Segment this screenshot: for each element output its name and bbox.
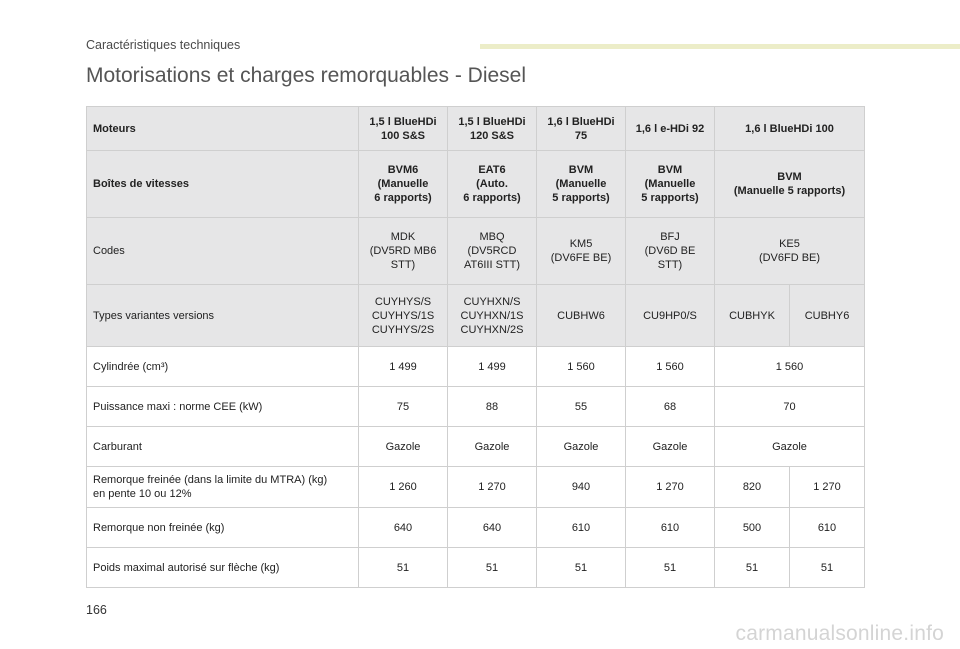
type-cell: CUBHYK: [714, 284, 790, 347]
fuel-cell: Gazole: [447, 426, 537, 467]
code-cell: BFJ (DV6D BE STT): [625, 217, 715, 285]
type-cell: CU9HP0/S: [625, 284, 715, 347]
engine-cell: 1,6 l BlueHDi 75: [536, 106, 626, 151]
unbraked-cell: 640: [358, 507, 448, 548]
gearbox-cell: BVM (Manuelle 5 rapports): [625, 150, 715, 218]
power-cell: 75: [358, 386, 448, 427]
power-cell: 70: [714, 386, 865, 427]
code-cell: KE5 (DV6FD BE): [714, 217, 865, 285]
engine-cell: 1,5 l BlueHDi 100 S&S: [358, 106, 448, 151]
table-row-gearbox: Boîtes de vitesses BVM6 (Manuelle 6 rapp…: [86, 150, 865, 218]
watermark: carmanualsonline.info: [735, 622, 944, 645]
gearbox-cell: EAT6 (Auto. 6 rapports): [447, 150, 537, 218]
displacement-cell: 1 499: [358, 346, 448, 387]
row-label-gearbox: Boîtes de vitesses: [86, 150, 359, 218]
row-label-fuel: Carburant: [86, 426, 359, 467]
row-label-hitch-weight: Poids maximal autorisé sur flèche (kg): [86, 547, 359, 588]
unbraked-cell: 500: [714, 507, 790, 548]
table-row-power: Puissance maxi : norme CEE (kW) 75 88 55…: [86, 386, 865, 427]
engine-cell: 1,5 l BlueHDi 120 S&S: [447, 106, 537, 151]
engine-cell: 1,6 l e-HDi 92: [625, 106, 715, 151]
braked-cell: 940: [536, 466, 626, 508]
power-cell: 88: [447, 386, 537, 427]
gearbox-cell: BVM (Manuelle 5 rapports): [536, 150, 626, 218]
displacement-cell: 1 560: [536, 346, 626, 387]
fuel-cell: Gazole: [536, 426, 626, 467]
row-label-codes: Codes: [86, 217, 359, 285]
table-row-engines: Moteurs 1,5 l BlueHDi 100 S&S 1,5 l Blue…: [86, 106, 865, 151]
gearbox-cell: BVM (Manuelle 5 rapports): [714, 150, 865, 218]
engine-cell: 1,6 l BlueHDi 100: [714, 106, 865, 151]
braked-cell: 1 260: [358, 466, 448, 508]
page-title: Motorisations et charges remorquables - …: [86, 64, 527, 87]
table-row-codes: Codes MDK (DV5RD MB6 STT) MBQ (DV5RCD AT…: [86, 217, 865, 285]
braked-cell: 1 270: [625, 466, 715, 508]
table-row-unbraked-trailer: Remorque non freinée (kg) 640 640 610 61…: [86, 507, 865, 548]
code-cell: MBQ (DV5RCD AT6III STT): [447, 217, 537, 285]
hitch-cell: 51: [789, 547, 865, 588]
code-cell: KM5 (DV6FE BE): [536, 217, 626, 285]
unbraked-cell: 610: [789, 507, 865, 548]
table-row-types: Types variantes versions CUYHYS/S CUYHYS…: [86, 284, 865, 347]
type-cell: CUBHW6: [536, 284, 626, 347]
hitch-cell: 51: [358, 547, 448, 588]
row-label-types: Types variantes versions: [86, 284, 359, 347]
row-label-engines: Moteurs: [86, 106, 359, 151]
unbraked-cell: 640: [447, 507, 537, 548]
type-cell: CUYHXN/S CUYHXN/1S CUYHXN/2S: [447, 284, 537, 347]
braked-cell: 1 270: [789, 466, 865, 508]
displacement-cell: 1 560: [625, 346, 715, 387]
displacement-cell: 1 560: [714, 346, 865, 387]
table-row-hitch-weight: Poids maximal autorisé sur flèche (kg) 5…: [86, 547, 865, 588]
gearbox-cell: BVM6 (Manuelle 6 rapports): [358, 150, 448, 218]
unbraked-cell: 610: [625, 507, 715, 548]
unbraked-cell: 610: [536, 507, 626, 548]
section-header: Caractéristiques techniques: [86, 38, 241, 52]
fuel-cell: Gazole: [714, 426, 865, 467]
row-label-displacement: Cylindrée (cm³): [86, 346, 359, 387]
fuel-cell: Gazole: [358, 426, 448, 467]
braked-cell: 1 270: [447, 466, 537, 508]
type-cell: CUYHYS/S CUYHYS/1S CUYHYS/2S: [358, 284, 448, 347]
header-rule: [480, 44, 960, 49]
table-row-braked-trailer: Remorque freinée (dans la limite du MTRA…: [86, 466, 865, 508]
engine-spec-table: Moteurs 1,5 l BlueHDi 100 S&S 1,5 l Blue…: [86, 106, 865, 588]
hitch-cell: 51: [714, 547, 790, 588]
row-label-unbraked-trailer: Remorque non freinée (kg): [86, 507, 359, 548]
fuel-cell: Gazole: [625, 426, 715, 467]
hitch-cell: 51: [536, 547, 626, 588]
table-row-fuel: Carburant Gazole Gazole Gazole Gazole Ga…: [86, 426, 865, 467]
code-cell: MDK (DV5RD MB6 STT): [358, 217, 448, 285]
power-cell: 68: [625, 386, 715, 427]
hitch-cell: 51: [625, 547, 715, 588]
page-number: 166: [86, 603, 107, 617]
power-cell: 55: [536, 386, 626, 427]
braked-cell: 820: [714, 466, 790, 508]
type-cell: CUBHY6: [789, 284, 865, 347]
displacement-cell: 1 499: [447, 346, 537, 387]
table-row-displacement: Cylindrée (cm³) 1 499 1 499 1 560 1 560 …: [86, 346, 865, 387]
row-label-power: Puissance maxi : norme CEE (kW): [86, 386, 359, 427]
hitch-cell: 51: [447, 547, 537, 588]
row-label-braked-trailer: Remorque freinée (dans la limite du MTRA…: [86, 466, 359, 508]
